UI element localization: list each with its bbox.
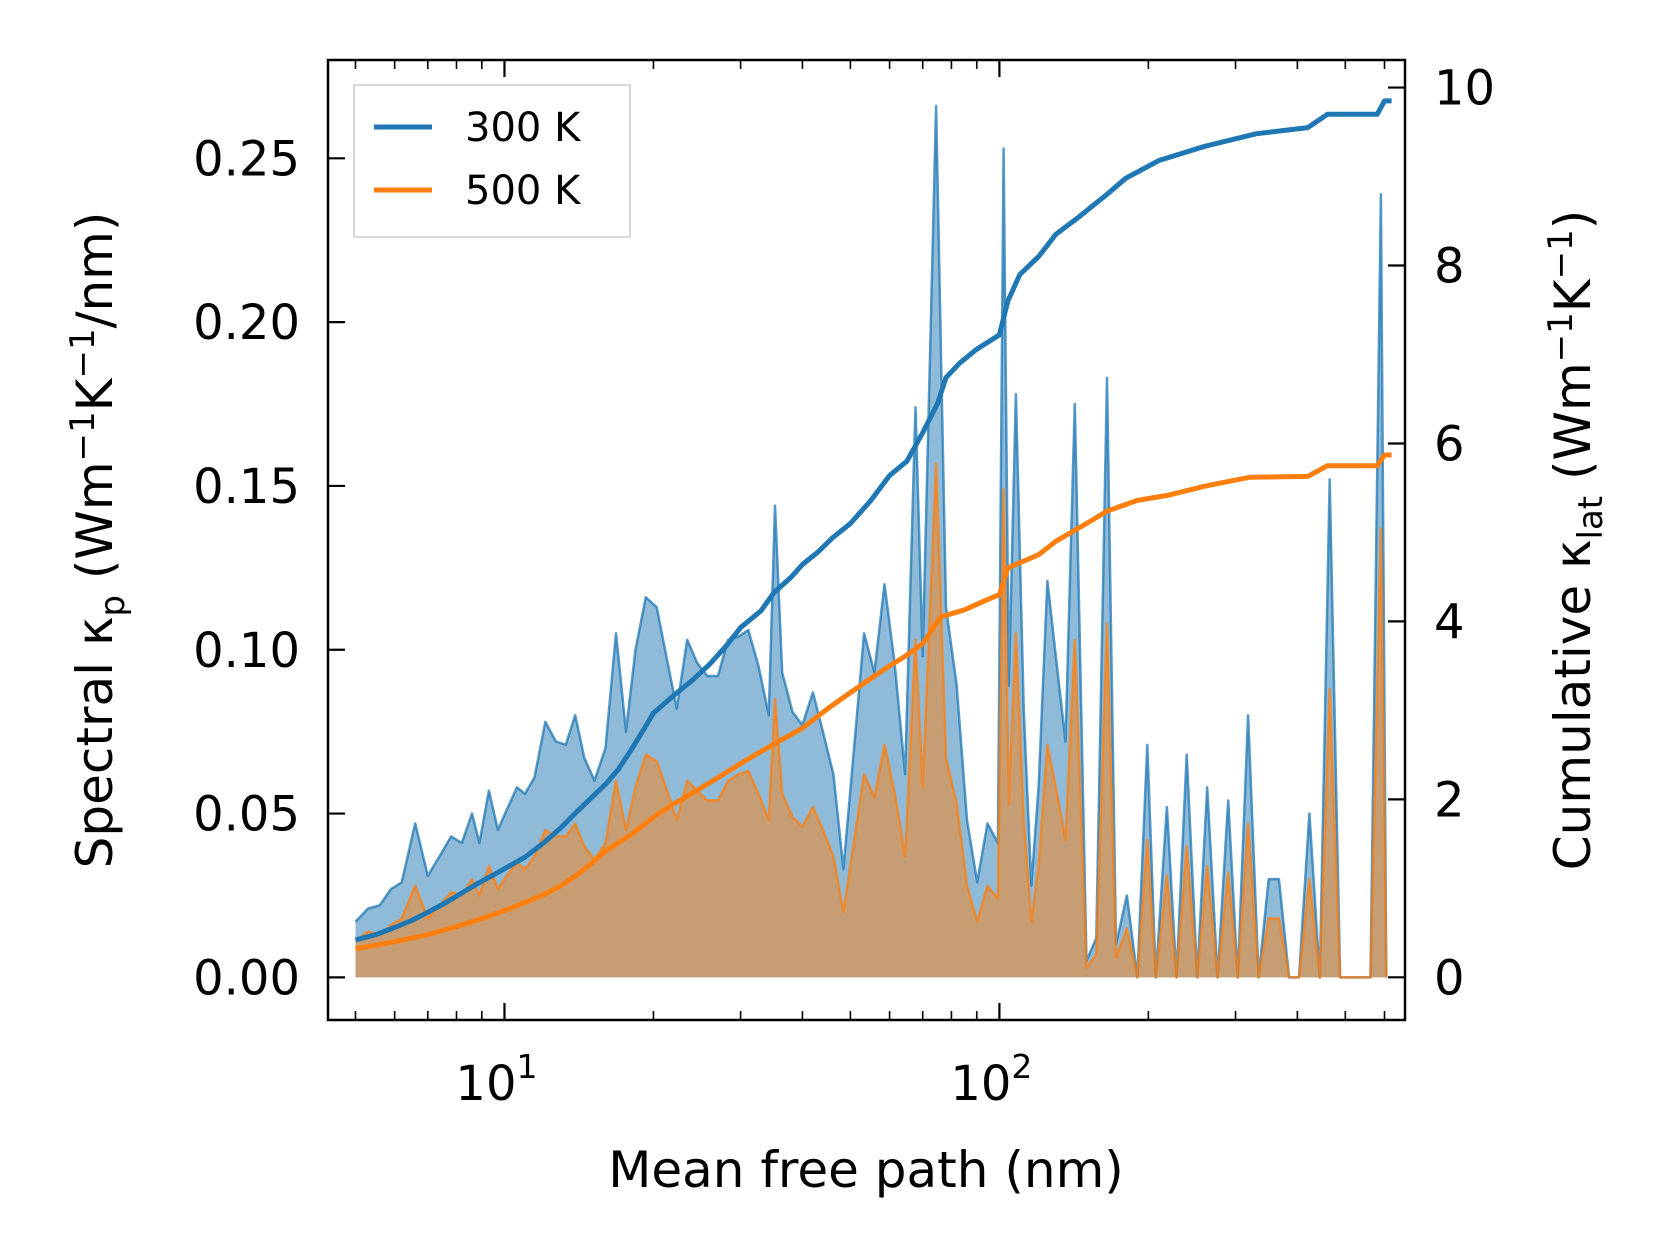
plot-frame [326,58,1407,1022]
axis-ticks [328,60,1405,1020]
y2-tick-label: 4 [1434,594,1465,650]
y-axis-label: Spectral κp (Wm−1K−1/nm) [63,212,133,869]
y-tick-label: 0.15 [193,459,300,515]
x-axis-label: Mean free path (nm) [608,1141,1124,1199]
y2-tick-label: 8 [1434,239,1465,295]
x-tick-label: 102 [950,1047,1032,1112]
y2-tick-label: 10 [1434,61,1495,117]
tick-labels: 101 102 0.00 0.05 0.10 0.15 0.20 0.25 0 2 4 6 8 10 [193,61,1495,1112]
legend: 300 K 500 K [353,84,631,238]
y2-tick-label: 0 [1434,950,1465,1006]
spectral-fill-300k [355,105,1387,978]
y2-tick-label: 2 [1434,772,1465,828]
y2-axis-label: Cumulative κlat (Wm−1K−1) [1541,210,1611,870]
legend-box [353,84,631,238]
legend-label-500k: 500 K [465,168,582,214]
y-tick-label: 0.00 [193,950,300,1006]
cumulative-line-300k [354,98,1392,943]
cumulative-lines [354,98,1392,952]
y-tick-label: 0.25 [193,131,300,187]
y2-tick-label: 6 [1434,416,1465,472]
y-tick-label: 0.10 [193,623,300,679]
y-tick-label: 0.05 [193,787,300,843]
x-tick-label: 101 [455,1047,537,1112]
legend-label-300k: 300 K [465,105,582,151]
y-tick-label: 0.20 [193,295,300,351]
cumulative-line-500k [355,452,1392,952]
spectral-line-300k [354,104,1388,979]
